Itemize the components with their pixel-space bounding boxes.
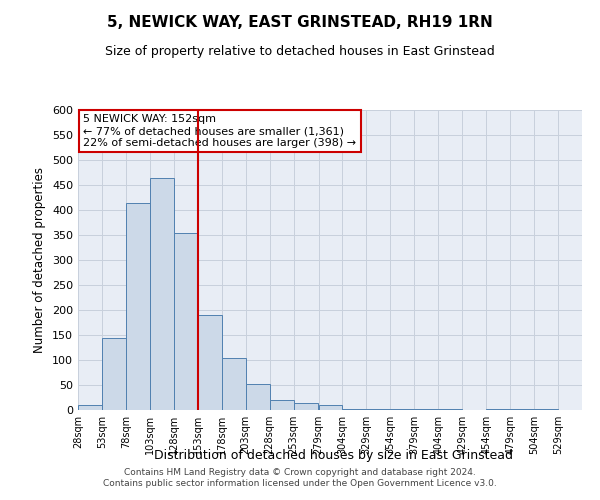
Bar — [150, 178, 174, 410]
Text: Contains HM Land Registry data © Crown copyright and database right 2024.
Contai: Contains HM Land Registry data © Crown c… — [103, 468, 497, 487]
Bar — [343, 408, 367, 410]
Bar — [415, 408, 438, 410]
Bar — [319, 405, 343, 410]
Text: 5 NEWICK WAY: 152sqm
← 77% of detached houses are smaller (1,361)
22% of semi-de: 5 NEWICK WAY: 152sqm ← 77% of detached h… — [83, 114, 356, 148]
Bar — [534, 408, 558, 410]
Bar — [245, 384, 269, 410]
Bar — [486, 408, 510, 410]
Bar — [78, 405, 102, 410]
Bar — [293, 402, 317, 410]
Bar — [174, 232, 198, 410]
Bar — [198, 315, 222, 410]
Bar — [438, 408, 462, 410]
Bar — [510, 408, 534, 410]
Bar — [367, 408, 391, 410]
Text: 5, NEWICK WAY, EAST GRINSTEAD, RH19 1RN: 5, NEWICK WAY, EAST GRINSTEAD, RH19 1RN — [107, 15, 493, 30]
Y-axis label: Number of detached properties: Number of detached properties — [34, 167, 46, 353]
Bar — [102, 338, 126, 410]
Bar — [126, 202, 150, 410]
Bar — [269, 400, 293, 410]
Bar — [222, 358, 245, 410]
Bar — [391, 408, 415, 410]
Text: Distribution of detached houses by size in East Grinstead: Distribution of detached houses by size … — [154, 448, 512, 462]
Text: Size of property relative to detached houses in East Grinstead: Size of property relative to detached ho… — [105, 45, 495, 58]
